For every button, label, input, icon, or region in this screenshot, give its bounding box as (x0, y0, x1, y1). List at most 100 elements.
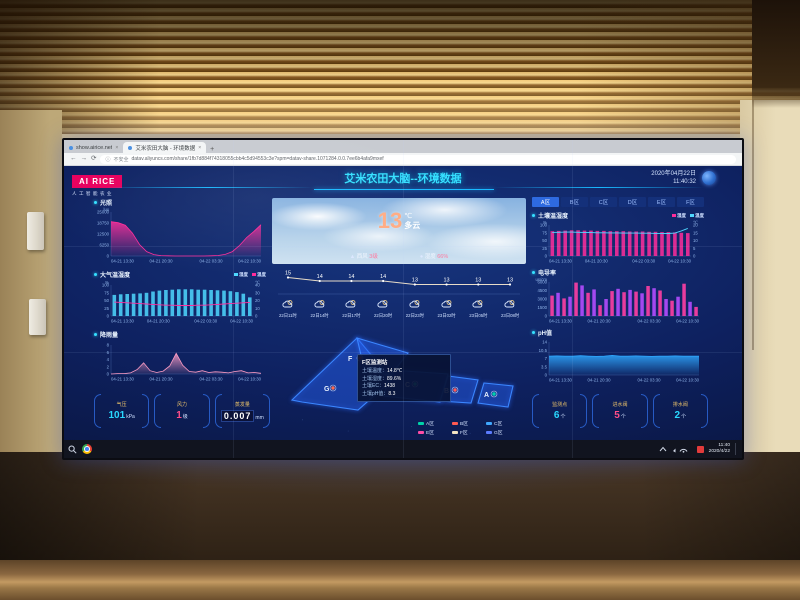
new-tab-button[interactable]: + (210, 146, 215, 153)
refresh-icon[interactable]: ⟳ (91, 154, 97, 162)
panel-title-rainfall: 降雨量 (94, 330, 266, 339)
date-text: 2020年04月22日 (651, 171, 696, 177)
svg-text:04-21 20:30: 04-21 20:30 (585, 259, 609, 264)
page-title: 艾米农田大脑--环境数据 (344, 173, 462, 185)
svg-text:04-21 20:30: 04-21 20:30 (588, 319, 612, 324)
bullet-icon (532, 214, 535, 217)
svg-text:13: 13 (412, 278, 418, 284)
taskbar-search-icon[interactable] (68, 445, 77, 454)
svg-text:13: 13 (507, 278, 513, 284)
svg-text:04-21 13:30: 04-21 13:30 (549, 259, 573, 264)
wood-floor (0, 560, 800, 600)
svg-text:G: G (324, 386, 330, 393)
logo: AI RICE 人工智能农业 (72, 171, 123, 197)
wall-corner-line (752, 100, 754, 350)
legend-item: C区 (486, 420, 520, 427)
tab-title: show.airice.net (76, 144, 113, 151)
zone-marker-A[interactable] (492, 392, 496, 396)
svg-text:18750: 18750 (97, 221, 110, 226)
svg-text:2: 2 (107, 364, 110, 369)
legend-item: E区 (418, 429, 452, 436)
zone-marker-B[interactable] (453, 388, 457, 392)
svg-text:0: 0 (107, 314, 110, 319)
field-zone-A[interactable] (477, 382, 514, 408)
svg-text:50: 50 (542, 238, 547, 243)
globe-icon (702, 171, 716, 185)
tab-close-icon[interactable]: × (198, 144, 202, 151)
svg-text:04-22 03:30: 04-22 03:30 (200, 259, 224, 264)
system-tray-icons[interactable] (658, 444, 692, 454)
zone-tab[interactable]: C区 (590, 197, 617, 207)
humidity-icon: ● (419, 254, 424, 260)
header-divider (314, 189, 494, 190)
svg-text:04-22 10:30: 04-22 10:30 (676, 378, 700, 383)
svg-text:04-21 13:30: 04-21 13:30 (549, 319, 573, 324)
partly-cloudy-icon (367, 297, 399, 311)
url-text: datav.aliyuncs.com/share/1fb7d884f743180… (131, 156, 384, 162)
tab-close-icon[interactable]: × (115, 144, 119, 151)
svg-text:4500: 4500 (537, 288, 547, 293)
svg-text:10: 10 (693, 238, 698, 243)
svg-text:25: 25 (542, 246, 547, 251)
zone-tab[interactable]: E区 (648, 197, 675, 207)
svg-text:75: 75 (542, 230, 547, 235)
zone-tab[interactable]: A区 (532, 197, 559, 207)
svg-text:4: 4 (107, 357, 110, 362)
panel-seam (64, 246, 742, 247)
zone-tab[interactable]: B区 (561, 197, 588, 207)
panel-title-light: 光照 (94, 198, 266, 207)
back-icon[interactable]: ← (70, 154, 77, 162)
zone-marker-G[interactable] (331, 386, 335, 390)
svg-text:25: 25 (104, 306, 109, 311)
svg-text:100: 100 (540, 223, 548, 228)
svg-text:3000: 3000 (537, 297, 547, 302)
forward-icon[interactable]: → (80, 154, 88, 162)
browser-tab-inactive[interactable]: show.airice.net × (64, 142, 123, 153)
bullet-icon (94, 201, 97, 204)
light-area-chart: 0 6250 12500 18750 25000 lux 04-21 13:30 04-21 … (94, 207, 266, 264)
panel-seam (64, 352, 742, 353)
svg-text:14: 14 (380, 274, 386, 280)
svg-text:10.5: 10.5 (539, 348, 548, 353)
svg-text:04-22 10:30: 04-22 10:30 (230, 319, 254, 324)
svg-text:100: 100 (102, 283, 110, 288)
logo-subtitle: 人工智能农业 (72, 191, 114, 196)
svg-text:lux: lux (104, 207, 110, 212)
url-field[interactable]: ⓘ 不安全 datav.aliyuncs.com/share/1fb7d884f… (100, 154, 736, 164)
svg-text:04-21 13:30: 04-21 13:30 (549, 378, 573, 383)
zone-tab[interactable]: F区 (677, 197, 704, 207)
stat-evaporation: 蒸发量 0.007 mm (214, 392, 271, 430)
field-map: FGCBA F区监测站 土壤温度：14.8℃ 土壤湿度：89.6% 土壤EC：1… (272, 328, 526, 440)
wood-slat-ceiling (0, 0, 800, 134)
forecast-time-label: 22日11时 (278, 313, 297, 318)
logo-text: AI RICE (72, 175, 123, 188)
time-text: 11:40:32 (673, 179, 696, 186)
forecast-panel: 15 14 14 14 13 13 13 13 22日11时 22日14时 22日17时 22日20… (272, 268, 526, 326)
show-desktop-button[interactable] (735, 443, 738, 455)
taskbar-chrome-icon[interactable] (82, 444, 92, 454)
forecast-time-label: 23日02时 (437, 313, 456, 318)
forecast-time-label: 22日20时 (374, 313, 393, 318)
svg-text:20: 20 (255, 298, 260, 303)
taskbar-clock[interactable]: 11:40 2020/4/22 (709, 443, 730, 455)
map-legend: A区 B区 C区 E区 F区 G区 (418, 420, 520, 436)
browser-tab-active[interactable]: 艾米农田大脑 - 环境数据 × (123, 142, 207, 153)
svg-text:0: 0 (107, 254, 110, 259)
svg-text:1500: 1500 (537, 305, 547, 310)
tray-app-icon[interactable] (696, 445, 704, 453)
wall-speaker (27, 212, 44, 250)
svg-text:6000: 6000 (537, 280, 547, 285)
svg-text:0: 0 (693, 254, 696, 259)
datetime: 2020年04月22日 11:40:32 (651, 170, 696, 186)
temperature-unit: ℃ (404, 213, 413, 220)
panel-seam (572, 140, 573, 458)
browser-tab-strip: show.airice.net × 艾米农田大脑 - 环境数据 × + (64, 140, 742, 153)
bullet-icon (94, 273, 97, 276)
not-secure-label: 不安全 (113, 156, 129, 163)
zone-tab[interactable]: D区 (619, 197, 646, 207)
bullet-icon (532, 271, 535, 274)
